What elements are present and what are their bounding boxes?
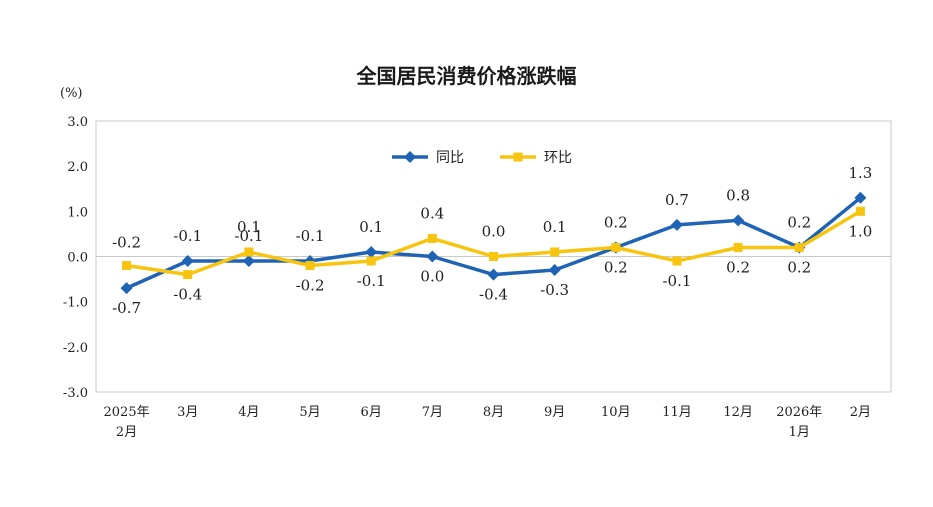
legend-label-mom: 环比 [544,150,572,166]
x-tick-label: 7月 [422,405,443,420]
x-tick-label: 1月 [789,425,810,440]
data-point-mom [672,256,682,266]
y-tick-label: 3.0 [67,115,88,130]
data-point-mom [733,242,743,252]
x-tick-label: 2月 [116,425,137,440]
data-label-mom: -0.4 [173,286,202,304]
x-tick-label: 2025年 [104,405,150,420]
x-tick-label: 2月 [850,405,871,420]
data-label-mom: 0.4 [420,204,444,222]
y-tick-label: -3.0 [63,386,88,401]
data-label-mom: 0.2 [726,258,750,276]
x-tick-label: 6月 [361,405,382,420]
data-label-yoy: 0.8 [726,186,750,204]
data-label-mom: 0.1 [237,218,261,236]
data-label-yoy: 0.7 [665,191,689,209]
data-label-mom: 0.0 [482,223,506,241]
data-point-mom [855,206,865,216]
data-label-mom: 0.1 [543,218,567,236]
data-point-mom [794,242,804,252]
data-label-yoy: 0.0 [420,268,444,286]
data-label-yoy: 1.3 [848,164,872,182]
data-label-mom: 1.0 [848,222,872,240]
data-point-mom [122,261,132,271]
y-tick-label: -2.0 [63,341,88,356]
data-point-mom [489,252,498,261]
data-label-mom: -0.2 [296,277,325,295]
y-tick-label: 1.0 [67,205,88,220]
x-tick-label: 12月 [723,405,753,420]
data-point-yoy [365,245,378,258]
y-axis-unit: (%) [60,86,83,101]
data-point-mom [244,247,254,257]
data-label-yoy: -0.4 [479,286,508,304]
data-point-mom [550,247,560,257]
data-label-mom: 0.2 [604,258,628,276]
data-label-yoy: 0.1 [359,218,383,236]
legend-marker-yoy [404,151,416,163]
x-tick-label: 3月 [177,405,198,420]
data-point-mom [366,256,376,266]
data-point-yoy [670,218,683,231]
data-label-yoy: -0.1 [173,227,202,245]
x-tick-label: 11月 [662,405,692,420]
data-point-mom [183,270,193,280]
data-label-yoy: -0.1 [234,227,263,245]
x-tick-label: 8月 [483,405,504,420]
y-tick-label: -1.0 [63,296,88,311]
data-label-mom: 0.2 [787,258,811,276]
x-tick-label: 2026年 [776,405,822,420]
data-point-mom [611,242,621,252]
data-point-yoy [854,191,867,204]
data-label-mom: -0.1 [357,272,386,290]
data-label-yoy: 0.2 [604,213,628,231]
data-point-yoy [732,214,745,227]
data-point-yoy [548,264,561,277]
y-tick-label: 0.0 [67,251,88,266]
data-label-yoy: 0.2 [787,213,811,231]
data-point-mom [305,261,315,271]
chart-title: 全国居民消费价格涨跌幅 [356,64,577,88]
x-tick-label: 4月 [238,405,259,420]
data-point-yoy [242,255,255,268]
y-tick-label: 2.0 [67,160,88,175]
data-label-mom: -0.1 [662,272,691,290]
data-label-yoy: -0.1 [296,227,325,245]
data-label-yoy: -0.3 [540,281,569,299]
data-point-mom [427,233,437,243]
legend-marker-mom [513,152,523,162]
legend-label-yoy: 同比 [436,150,464,166]
x-tick-label: 5月 [299,405,320,420]
data-point-yoy [487,268,500,281]
data-point-yoy [426,250,439,263]
data-label-yoy: -0.7 [112,299,141,317]
data-point-yoy [181,255,194,268]
x-tick-label: 9月 [544,405,565,420]
data-label-mom: -0.2 [112,234,141,252]
data-point-yoy [120,282,133,295]
x-tick-label: 10月 [601,405,631,420]
